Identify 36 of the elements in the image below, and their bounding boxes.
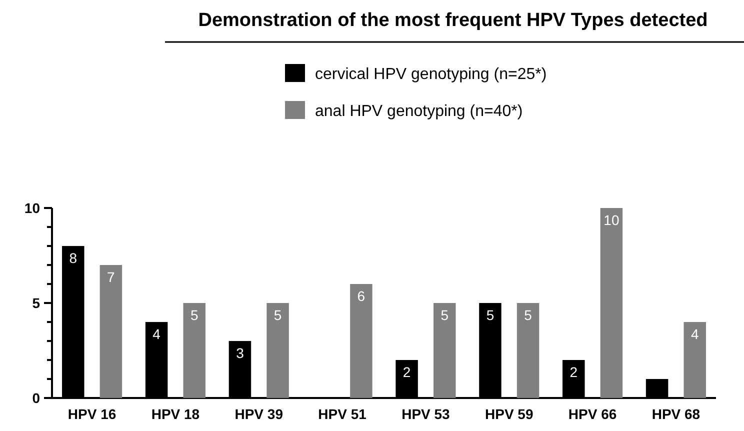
data-label: 5 <box>440 307 449 323</box>
legend-label: cervical HPV genotyping (n=25*) <box>315 66 547 83</box>
data-label: 5 <box>190 307 198 323</box>
data-label: 5 <box>524 307 532 323</box>
y-tick-label: 5 <box>32 295 40 311</box>
data-label: 5 <box>486 307 494 323</box>
data-label: 4 <box>690 326 699 342</box>
data-label: 2 <box>402 364 411 380</box>
bar <box>516 303 540 398</box>
x-tick-label: HPV 68 <box>652 406 700 422</box>
bar <box>433 303 456 398</box>
data-label: 4 <box>152 326 161 342</box>
x-tick-label: HPV 16 <box>68 406 116 422</box>
bar <box>684 322 706 398</box>
x-tick-label: HPV 51 <box>318 406 367 422</box>
x-tick-label: HPV 66 <box>568 406 617 422</box>
y-tick-label: 0 <box>32 390 40 406</box>
bar <box>266 303 289 398</box>
bar <box>600 208 623 398</box>
chart-title: Demonstration of the most frequent HPV Types detected <box>198 10 708 31</box>
data-label: 7 <box>107 269 116 285</box>
bar <box>183 303 206 398</box>
x-tick-label: HPV 53 <box>402 406 450 422</box>
data-label: 10 <box>604 212 620 228</box>
x-tick-label: HPV 18 <box>151 406 200 422</box>
legend-label: anal HPV genotyping (n=40*) <box>315 103 523 120</box>
bar <box>350 284 372 398</box>
x-tick-label: HPV 59 <box>485 406 534 422</box>
data-label: 8 <box>69 250 78 266</box>
data-label: 2 <box>570 364 578 380</box>
data-label: 3 <box>236 345 244 361</box>
bar <box>100 265 122 398</box>
data-label: 6 <box>357 288 366 304</box>
data-label: 5 <box>274 307 282 323</box>
y-tick-label: 10 <box>24 200 40 216</box>
x-tick-label: HPV 39 <box>234 406 284 422</box>
